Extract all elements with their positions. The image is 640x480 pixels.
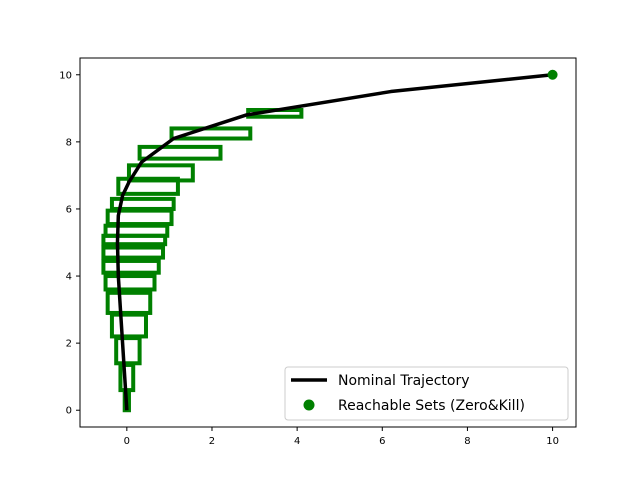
x-tick-label: 10 [546,436,559,447]
endpoint-marker-layer [547,69,558,80]
legend: Nominal Trajectory Reachable Sets (Zero&… [284,366,569,421]
legend-reachable-swatch [303,399,315,411]
y-tick-label: 0 [66,406,72,417]
y-tick-label: 2 [66,339,72,350]
reachable-set-box [114,336,142,366]
y-tick-label: 10 [59,70,72,81]
reachable-set-box [137,144,223,161]
reachable-set-box [109,312,148,339]
reachable-set-box [169,126,253,141]
reachable-sets-layer [101,107,304,413]
x-tick-label: 4 [294,436,300,447]
y-tick-label: 8 [66,137,72,148]
nominal-trajectory-layer [115,73,553,411]
endpoint-marker [547,69,558,80]
reachable-set-box [101,258,161,275]
x-tick-label: 2 [209,436,215,447]
x-axis-ticks: 0 2 4 6 8 10 [124,427,559,447]
x-tick-label: 0 [124,436,130,447]
y-tick-label: 4 [66,272,72,283]
reachable-set-box [101,245,166,260]
legend-reachable-label: Reachable Sets (Zero&Kill) [338,398,525,414]
plot-frame [79,57,577,428]
reachable-set-box [116,176,180,196]
legend-nominal-label: Nominal Trajectory [338,373,469,389]
x-tick-label: 6 [379,436,385,447]
y-axis-ticks: 0 2 4 6 8 10 [59,70,80,417]
reachable-set-box [105,290,153,315]
reachable-set-box [101,233,168,247]
x-tick-label: 8 [464,436,470,447]
reachable-set-box [103,274,157,292]
y-tick-label: 6 [66,204,72,215]
nominal-trajectory-line [115,73,553,411]
legend-box [284,366,569,421]
